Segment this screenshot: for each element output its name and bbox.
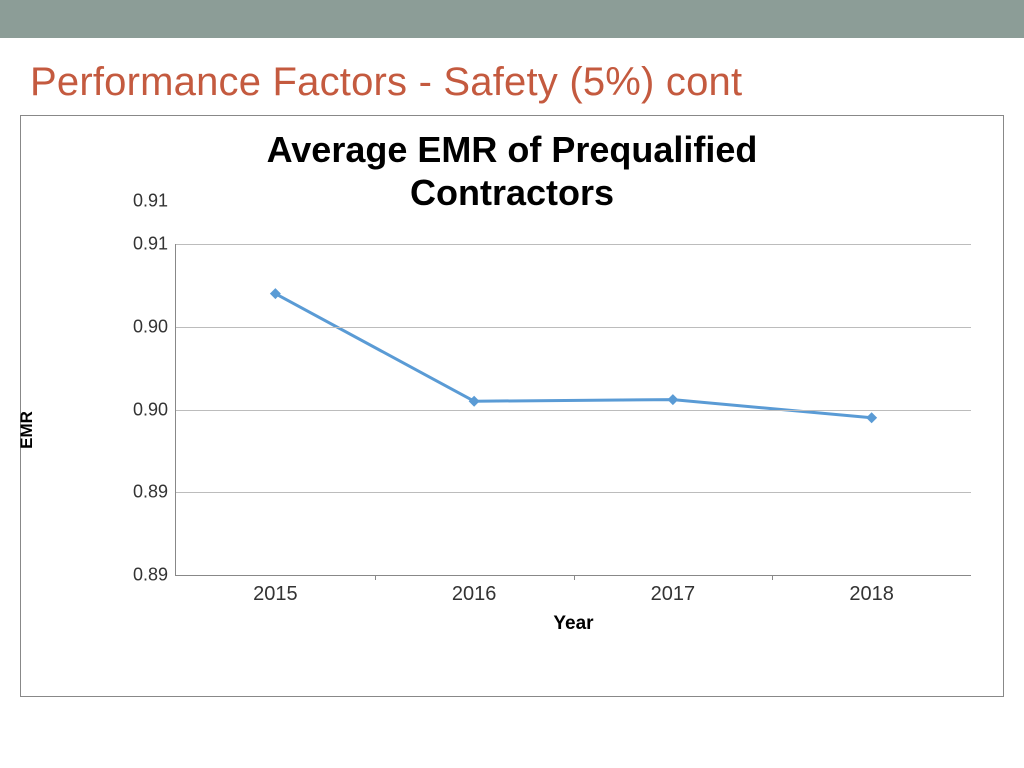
grid-line [176,327,971,328]
x-tick-label: 2015 [253,583,298,606]
x-tick-mark [772,575,773,580]
data-marker [667,394,678,405]
grid-line [176,244,971,245]
y-tick-label: 0.89 [133,565,168,586]
y-tick-label: 0.90 [133,316,168,337]
chart-title-line-2: Contractors [410,172,614,213]
grid-line [176,410,971,411]
data-marker [469,396,480,407]
page-title: Performance Factors - Safety (5%) cont [0,38,1024,115]
series-line [275,294,871,418]
x-tick-label: 2016 [452,583,497,606]
x-tick-label: 2018 [849,583,894,606]
chart-container: Average EMR of Prequalified Contractors … [20,115,1004,697]
plot-wrap: EMR Year 0.890.890.900.900.910.912015201… [91,244,971,616]
plot-area: Year 0.890.890.900.900.910.9120152016201… [175,244,971,576]
data-marker [270,288,281,299]
grid-line [176,492,971,493]
y-tick-label: 0.90 [133,399,168,420]
chart-title: Average EMR of Prequalified Contractors [21,116,1003,214]
x-axis-label: Year [553,613,593,635]
y-tick-label: 0.89 [133,482,168,503]
x-tick-mark [375,575,376,580]
x-tick-label: 2017 [651,583,696,606]
y-tick-label: 0.91 [133,234,168,255]
y-tick-label: 0.91 [133,190,168,211]
y-axis-label: EMR [17,411,37,449]
x-tick-mark [574,575,575,580]
chart-title-line-1: Average EMR of Prequalified [267,129,758,170]
data-marker [866,412,877,423]
header-bar [0,0,1024,38]
